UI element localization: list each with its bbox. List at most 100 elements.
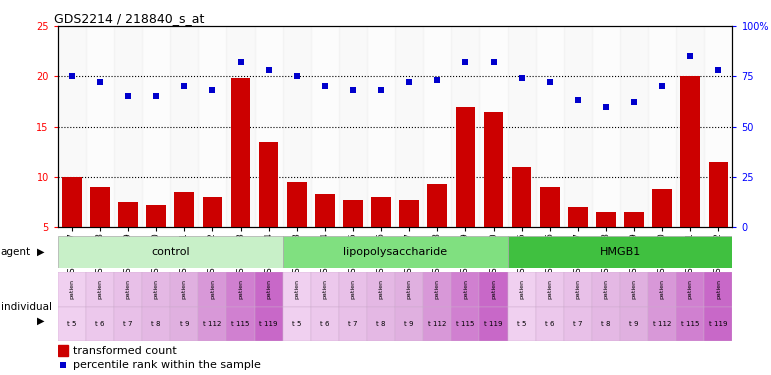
Bar bbox=[592, 307, 620, 341]
Bar bbox=[395, 307, 423, 341]
Text: t 9: t 9 bbox=[180, 321, 189, 327]
Text: patien: patien bbox=[406, 279, 412, 299]
Bar bbox=[142, 307, 170, 341]
Bar bbox=[58, 26, 86, 227]
Point bbox=[403, 80, 416, 86]
Bar bbox=[231, 78, 251, 227]
Bar bbox=[283, 26, 311, 227]
Text: patien: patien bbox=[126, 279, 130, 299]
Bar bbox=[507, 236, 732, 268]
Bar bbox=[114, 272, 142, 307]
Bar bbox=[311, 26, 339, 227]
Text: t 6: t 6 bbox=[545, 321, 554, 327]
Bar bbox=[118, 202, 138, 227]
Bar bbox=[480, 26, 507, 227]
Bar bbox=[58, 307, 86, 341]
Bar bbox=[367, 272, 395, 307]
Bar bbox=[227, 26, 254, 227]
Bar bbox=[564, 272, 592, 307]
Text: patien: patien bbox=[631, 279, 637, 299]
Bar bbox=[203, 197, 222, 227]
Text: lipopolysaccharide: lipopolysaccharide bbox=[343, 247, 447, 257]
Point bbox=[234, 59, 247, 65]
Bar bbox=[283, 236, 507, 268]
Bar bbox=[423, 272, 451, 307]
Point bbox=[207, 87, 219, 93]
Bar bbox=[259, 142, 278, 227]
Text: percentile rank within the sample: percentile rank within the sample bbox=[73, 360, 261, 370]
Bar bbox=[367, 307, 395, 341]
Bar bbox=[339, 272, 367, 307]
Point bbox=[571, 98, 584, 104]
Bar bbox=[254, 307, 283, 341]
Bar bbox=[536, 272, 564, 307]
Point bbox=[56, 362, 69, 368]
Bar bbox=[592, 26, 620, 227]
Bar bbox=[86, 26, 114, 227]
Text: t 9: t 9 bbox=[629, 321, 639, 327]
Bar bbox=[451, 26, 480, 227]
Text: patien: patien bbox=[379, 279, 384, 299]
Bar bbox=[676, 307, 705, 341]
Text: t 5: t 5 bbox=[67, 321, 76, 327]
Point bbox=[628, 99, 640, 105]
Text: agent: agent bbox=[1, 247, 31, 257]
Point bbox=[460, 59, 472, 65]
Bar bbox=[283, 307, 311, 341]
Bar bbox=[287, 182, 307, 227]
Text: t 6: t 6 bbox=[320, 321, 330, 327]
Bar bbox=[395, 272, 423, 307]
Bar bbox=[705, 307, 732, 341]
Bar bbox=[564, 307, 592, 341]
Bar bbox=[592, 272, 620, 307]
Bar bbox=[423, 26, 451, 227]
Bar bbox=[367, 26, 395, 227]
Text: t 115: t 115 bbox=[231, 321, 250, 327]
Bar bbox=[451, 272, 480, 307]
Point bbox=[122, 93, 134, 99]
Bar bbox=[86, 307, 114, 341]
Bar bbox=[676, 26, 705, 227]
Text: patien: patien bbox=[463, 279, 468, 299]
Text: patien: patien bbox=[519, 279, 524, 299]
Text: t 112: t 112 bbox=[204, 321, 221, 327]
Bar bbox=[564, 26, 592, 227]
Text: patien: patien bbox=[295, 279, 299, 299]
Bar bbox=[620, 26, 648, 227]
Text: t 8: t 8 bbox=[151, 321, 161, 327]
Text: t 112: t 112 bbox=[653, 321, 672, 327]
Text: patien: patien bbox=[688, 279, 693, 299]
Text: patien: patien bbox=[210, 279, 215, 299]
Bar bbox=[423, 307, 451, 341]
Point bbox=[600, 104, 612, 110]
Point bbox=[712, 68, 725, 74]
Bar bbox=[58, 272, 86, 307]
Text: transformed count: transformed count bbox=[73, 346, 177, 356]
Text: individual: individual bbox=[1, 302, 52, 312]
Text: ▶: ▶ bbox=[37, 247, 45, 257]
Bar bbox=[709, 162, 729, 227]
Bar bbox=[254, 26, 283, 227]
Bar bbox=[343, 200, 363, 227]
Bar bbox=[339, 307, 367, 341]
Bar bbox=[705, 26, 732, 227]
Text: control: control bbox=[151, 247, 190, 257]
Bar bbox=[507, 272, 536, 307]
Point bbox=[431, 77, 443, 83]
Bar bbox=[507, 26, 536, 227]
Bar bbox=[170, 307, 198, 341]
Text: patien: patien bbox=[322, 279, 328, 299]
Point bbox=[178, 84, 190, 90]
Bar bbox=[170, 272, 198, 307]
Bar bbox=[311, 307, 339, 341]
Text: t 119: t 119 bbox=[484, 321, 503, 327]
Text: patien: patien bbox=[266, 279, 271, 299]
Point bbox=[262, 68, 274, 74]
Bar bbox=[507, 307, 536, 341]
Point bbox=[66, 74, 78, 80]
Bar bbox=[648, 26, 676, 227]
Point bbox=[375, 87, 387, 93]
Bar bbox=[227, 307, 254, 341]
Text: t 8: t 8 bbox=[376, 321, 386, 327]
Point bbox=[291, 74, 303, 80]
